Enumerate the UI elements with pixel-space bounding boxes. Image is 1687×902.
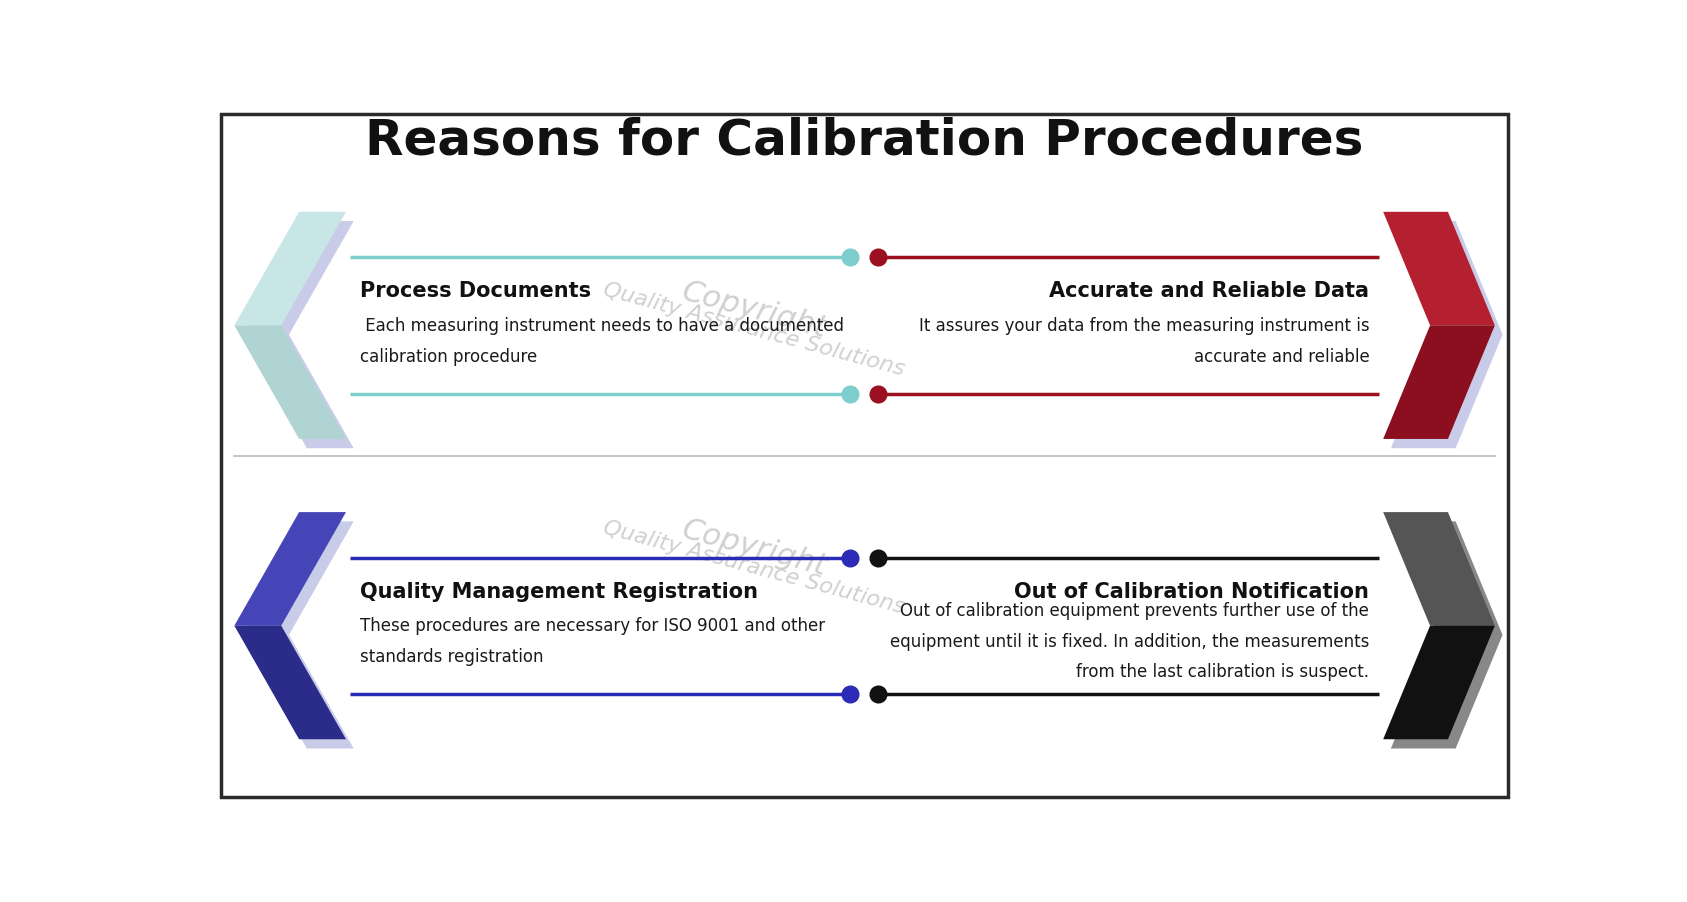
Text: These procedures are necessary for ISO 9001 and other
standards registration: These procedures are necessary for ISO 9… <box>359 617 825 666</box>
Text: Copyright: Copyright <box>678 277 830 344</box>
Polygon shape <box>1390 521 1503 749</box>
Text: Reasons for Calibration Procedures: Reasons for Calibration Procedures <box>364 116 1363 164</box>
Text: Each measuring instrument needs to have a documented
calibration procedure: Each measuring instrument needs to have … <box>359 317 844 365</box>
Polygon shape <box>234 326 346 439</box>
Text: It assures your data from the measuring instrument is
accurate and reliable: It assures your data from the measuring … <box>919 317 1370 365</box>
Polygon shape <box>1390 221 1503 448</box>
Polygon shape <box>1383 626 1495 740</box>
Text: Quality Assurance Solutions: Quality Assurance Solutions <box>601 280 908 379</box>
Polygon shape <box>241 221 354 448</box>
Polygon shape <box>241 521 354 749</box>
Polygon shape <box>1383 512 1495 626</box>
Polygon shape <box>234 512 346 626</box>
Text: Process Documents: Process Documents <box>359 281 590 301</box>
Polygon shape <box>234 626 346 740</box>
Polygon shape <box>234 212 346 326</box>
Text: Out of Calibration Notification: Out of Calibration Notification <box>1014 582 1370 602</box>
Polygon shape <box>1383 212 1495 326</box>
Polygon shape <box>1383 326 1495 439</box>
Text: Quality Management Registration: Quality Management Registration <box>359 582 757 602</box>
Text: Quality Assurance Solutions: Quality Assurance Solutions <box>601 518 908 618</box>
Text: Out of calibration equipment prevents further use of the
equipment until it is f: Out of calibration equipment prevents fu… <box>891 602 1370 681</box>
Text: Copyright: Copyright <box>678 515 830 582</box>
Text: Accurate and Reliable Data: Accurate and Reliable Data <box>1049 281 1370 301</box>
